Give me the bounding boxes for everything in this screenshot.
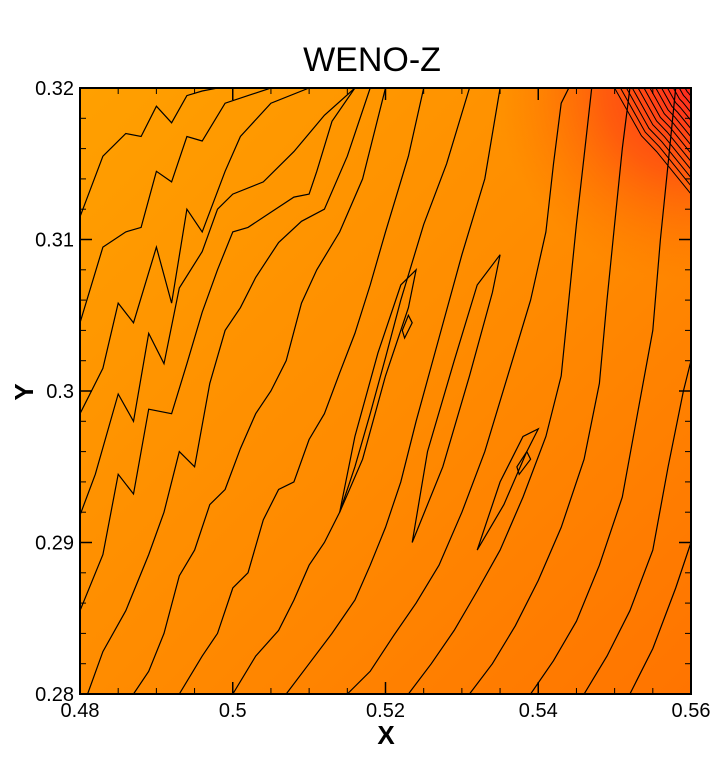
dense-contour-8 [655,88,691,138]
y-tick-label: 0.28 [35,684,74,706]
contour-line-13 [469,88,631,694]
dense-contour-9 [661,88,691,130]
contour-line-10 [285,88,501,694]
dense-contour-12 [678,88,691,105]
contour-line-2 [80,88,272,323]
contour-line-3 [80,88,310,414]
high-value-corner [80,88,691,694]
contour-line-7 [133,88,387,694]
contour-line-6 [87,88,371,694]
dense-contour-1 [614,88,691,195]
contour-line-8 [178,88,425,694]
contour-line-4 [80,88,356,516]
x-axis-ticks: 0.48 0.5 0.52 0.54 0.56 [61,88,711,722]
x-tick-label: 0.5 [219,700,247,722]
x-tick-label: 0.48 [61,700,100,722]
dense-contour-6 [643,88,691,154]
closed-contour-3 [476,427,540,551]
x-tick-label: 0.56 [672,700,711,722]
contour-line-5 [80,88,356,611]
dense-contour-2 [620,88,691,187]
dense-contour-5 [637,88,691,162]
x-tick-label: 0.54 [519,700,558,722]
closed-contour-2 [411,254,501,543]
contour-line-14 [530,88,677,694]
dense-contour-13 [684,88,691,97]
contour-line-16 [629,542,691,694]
y-tick-label: 0.31 [35,230,74,252]
dense-contour-10 [667,88,691,121]
y-axis-ticks: 0.28 0.29 0.3 0.31 0.32 [35,78,691,706]
dense-contour-3 [625,88,691,179]
dense-contour-7 [649,88,691,146]
contour-line-11 [346,88,570,694]
dense-contour-11 [672,88,691,113]
chart-title: WENO-Z [303,41,441,79]
y-axis-label: Y [9,383,39,400]
closed-contour-4 [401,313,413,340]
closed-contour-1 [339,267,418,513]
y-tick-label: 0.32 [35,78,74,100]
contour-line-12 [407,88,593,694]
contour-line-1 [80,88,218,218]
y-tick-label: 0.29 [35,533,74,555]
contour-line-9 [232,88,471,694]
dense-contour-4 [631,88,691,170]
x-tick-label: 0.52 [366,700,405,722]
closed-contour-5 [516,450,532,476]
y-tick-label: 0.3 [46,381,74,403]
contour-lines [80,88,691,694]
x-axis-label: X [377,720,395,750]
